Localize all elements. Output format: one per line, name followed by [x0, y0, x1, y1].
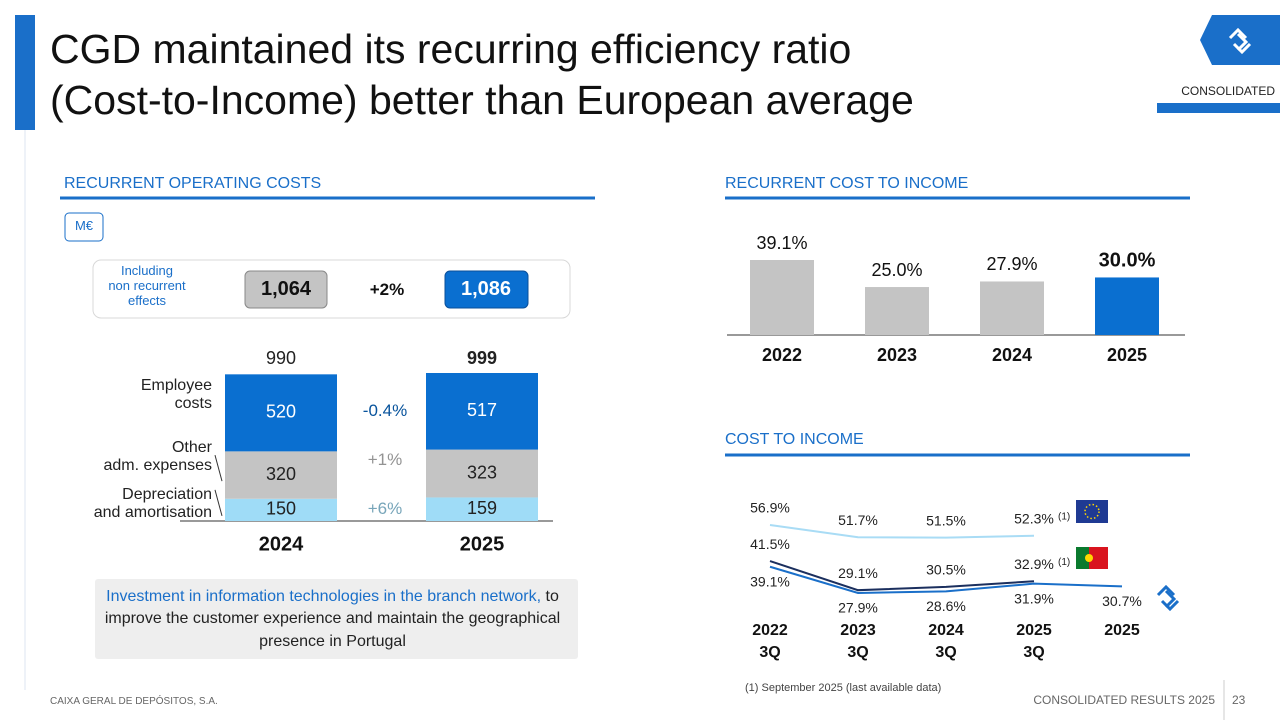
- unit-box: [64, 212, 104, 242]
- note-mark: (1): [1058, 511, 1070, 522]
- section-title: RECURRENT OPERATING COSTS: [64, 175, 322, 192]
- value-label: 31.9%: [1014, 590, 1054, 606]
- tag: CONSOLIDATED: [1181, 84, 1275, 98]
- bar-segment: [225, 374, 337, 452]
- value-label: 27.9%: [986, 254, 1037, 274]
- segment-label: 320: [266, 464, 296, 484]
- line: [769, 524, 1035, 539]
- x-tick-label: 2023 3Q: [840, 622, 876, 661]
- footer-company: CAIXA GERAL DE DEPÓSITOS, S.A.: [50, 696, 218, 707]
- segment-label: 517: [467, 400, 497, 420]
- pt-flag: [1089, 547, 1108, 569]
- x-tick-label: 2022 3Q: [752, 622, 788, 661]
- value-label: 28.6%: [926, 598, 966, 614]
- title-bar: [15, 15, 35, 130]
- slide-title: CGD maintained its recurring efficiency …: [50, 26, 914, 124]
- logo: [1228, 27, 1252, 55]
- value-label: 51.5%: [926, 512, 966, 528]
- value-label: 32.9%: [1014, 556, 1054, 572]
- bar-segment: [426, 449, 538, 498]
- legend-label: Other adm. expenses: [103, 439, 212, 475]
- change-label: +6%: [367, 499, 403, 519]
- total-label: 999: [467, 348, 497, 368]
- x-tick-label: 2025: [1107, 345, 1147, 365]
- value-label: 39.1%: [756, 233, 807, 253]
- legend-tick: [214, 454, 223, 482]
- x-tick-label: 2024: [992, 345, 1032, 365]
- bar: [980, 281, 1044, 335]
- summary-value: 1,064: [260, 278, 312, 300]
- change-label: -0.4%: [362, 401, 408, 421]
- section-title: RECURRENT COST TO INCOME: [725, 175, 969, 192]
- summary-label: Including non recurrent effects: [108, 263, 186, 308]
- tag-bar: [1157, 103, 1280, 113]
- bar-segment: [426, 373, 538, 450]
- value-label: 39.1%: [750, 573, 790, 589]
- line: [769, 560, 1035, 592]
- value-label: 30.5%: [926, 562, 966, 578]
- line: [769, 565, 1123, 595]
- segment-label: 150: [266, 499, 296, 519]
- callout-text: to improve the customer experience and m…: [104, 588, 561, 650]
- value-label: 30.0%: [1099, 250, 1156, 272]
- value-label: 51.7%: [838, 512, 878, 528]
- bar: [750, 260, 814, 335]
- logo-box: [1200, 15, 1280, 65]
- total-label: 990: [266, 348, 296, 368]
- legend-label: Depreciation and amortisation: [93, 485, 212, 522]
- pt-flag: [1076, 547, 1089, 569]
- eu-stars: [1084, 503, 1100, 520]
- summary-value-box: [444, 270, 529, 309]
- change-label: +1%: [367, 449, 403, 469]
- segment-label: 323: [467, 462, 497, 482]
- callout: Investment in information technologies i…: [95, 586, 570, 653]
- footer-report: CONSOLIDATED RESULTS 2025: [1033, 693, 1215, 707]
- x-tick-label: 2025 3Q: [1016, 622, 1052, 661]
- summary-value-box: [244, 270, 328, 309]
- segment-label: 159: [467, 498, 497, 518]
- eu-flag: [1076, 500, 1108, 523]
- x-tick-label: 2023: [877, 345, 917, 365]
- legend-tick: [214, 489, 223, 517]
- value-label: 27.9%: [838, 600, 878, 616]
- segment-label: 520: [266, 402, 296, 422]
- x-tick-label: 2024: [259, 533, 304, 555]
- value-label: 25.0%: [871, 260, 922, 280]
- value-label: 52.3%: [1014, 510, 1054, 526]
- bar-segment: [426, 497, 538, 521]
- value-label: 56.9%: [750, 500, 790, 516]
- value-label: 30.7%: [1102, 593, 1142, 609]
- x-tick-label: 2024 3Q: [928, 622, 964, 661]
- legend-label: Employee costs: [140, 376, 212, 413]
- bar: [865, 287, 929, 335]
- summary-change: +2%: [369, 280, 405, 299]
- pt-emblem: [1085, 554, 1093, 562]
- value-label: 41.5%: [750, 536, 790, 552]
- bar: [1095, 277, 1159, 335]
- callout-box: [95, 579, 578, 659]
- callout-highlight: Investment in information technologies i…: [106, 588, 542, 605]
- x-tick-label: 2022: [762, 345, 802, 365]
- x-tick-label: 2025: [460, 533, 505, 555]
- summary-value: 1,086: [460, 278, 512, 300]
- value-label: 29.1%: [838, 565, 878, 581]
- note-mark: (1): [1058, 557, 1070, 568]
- section-title: COST TO INCOME: [725, 431, 864, 448]
- bar-segment: [225, 498, 337, 521]
- bar-segment: [225, 451, 337, 499]
- cgd-icon: [1156, 584, 1180, 612]
- x-tick-label: 2025: [1104, 622, 1140, 639]
- unit: M€: [74, 218, 94, 233]
- page-number: 23: [1232, 693, 1246, 707]
- footnote: (1) September 2025 (last available data): [745, 682, 942, 694]
